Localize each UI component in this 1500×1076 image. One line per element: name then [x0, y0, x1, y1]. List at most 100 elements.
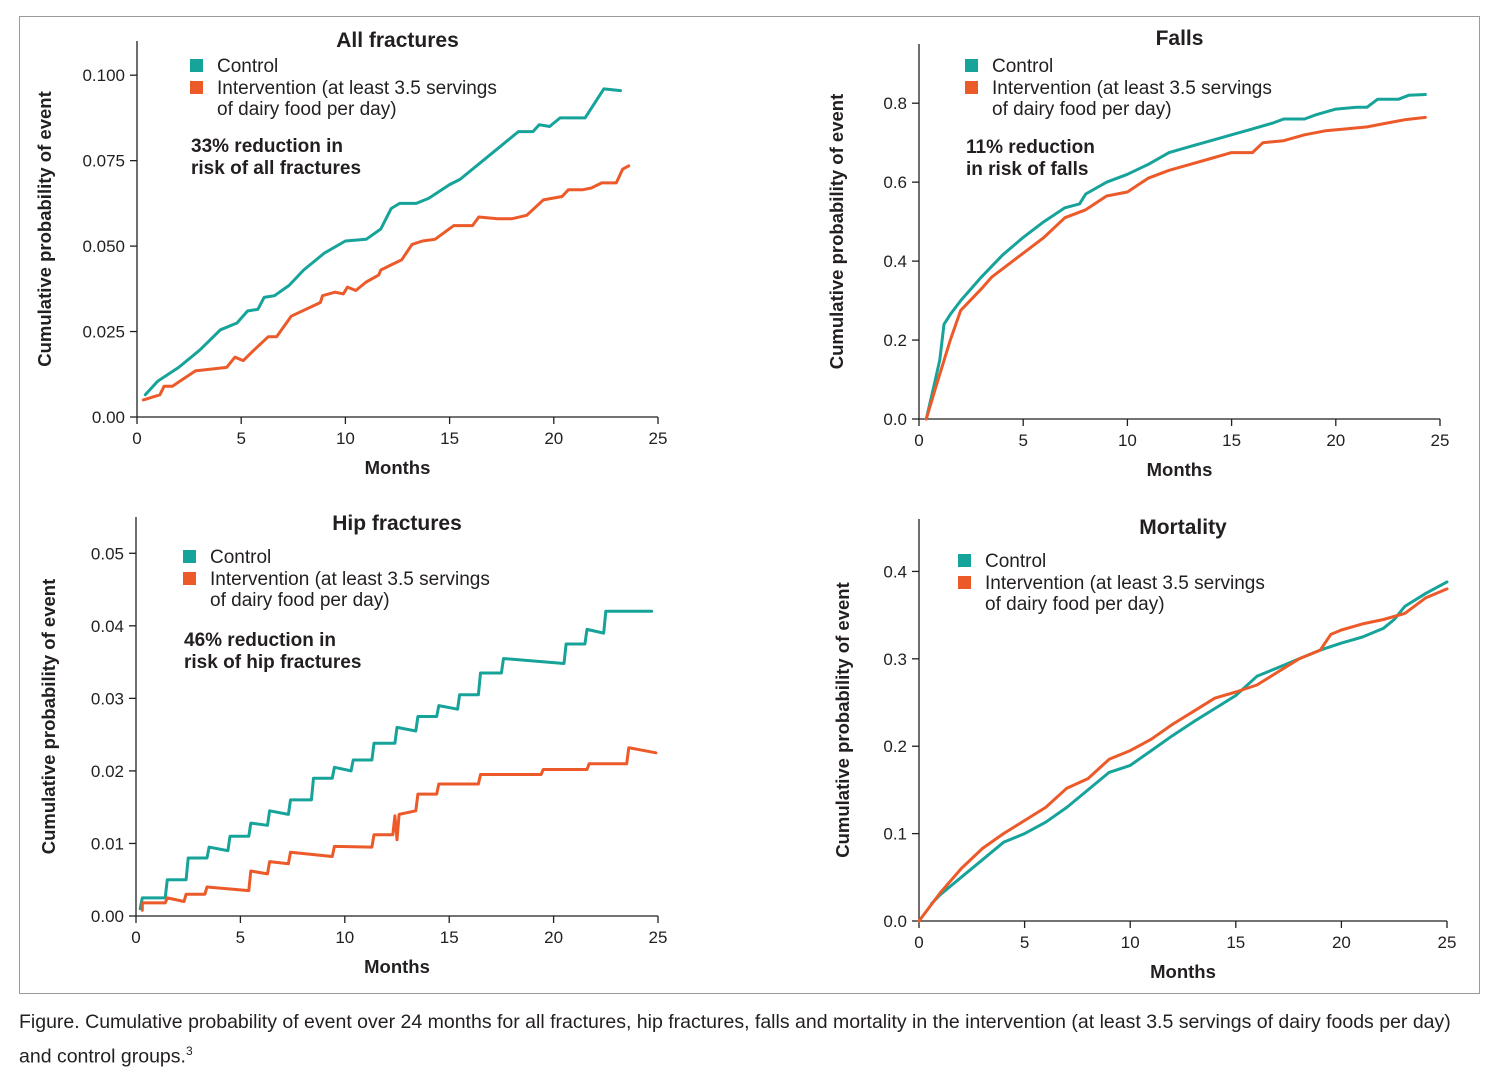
x-tick-label: 10: [1118, 431, 1137, 450]
y-tick-label: 0.00: [92, 408, 125, 427]
y-axis-label: Cumulative probability of event: [826, 94, 847, 370]
intervention-series-line: [140, 746, 658, 912]
control-series-line: [138, 609, 654, 911]
y-tick-label: 0.3: [883, 650, 907, 669]
legend-label-control: Control: [217, 56, 278, 77]
x-tick-label: 15: [440, 928, 459, 947]
x-tick-label: 25: [649, 429, 668, 448]
legend-swatch-intervention: [183, 572, 196, 585]
x-tick-label: 20: [1326, 431, 1345, 450]
x-tick-label: 0: [914, 431, 923, 450]
y-tick-label: 0.025: [82, 323, 125, 342]
risk-reduction-annotation: risk of all fractures: [191, 158, 361, 179]
control-series-line: [143, 87, 622, 397]
y-tick-label: 0.0: [883, 912, 907, 931]
hip-fractures-chart: Hip fractures 0 5 10 15 20 25 0.00 0.01 0.02 0.03 0…: [38, 512, 667, 977]
chart-title: Falls: [1156, 27, 1204, 50]
x-tick-label: 5: [236, 928, 245, 947]
y-tick-label: 0.075: [82, 152, 125, 171]
y-tick-label: 0.6: [883, 173, 907, 192]
x-tick-label: 0: [132, 429, 141, 448]
risk-reduction-annotation: in risk of falls: [966, 159, 1088, 180]
y-axis-label: Cumulative probability of event: [34, 91, 55, 367]
figure-caption: Figure. Cumulative probability of event …: [19, 1008, 1479, 1072]
legend-label-intervention-cont: of dairy food per day): [985, 594, 1165, 615]
y-tick-label: 0.1: [883, 825, 907, 844]
x-tick-label: 25: [1431, 431, 1450, 450]
caption-text: Figure. Cumulative probability of event …: [19, 1011, 1451, 1068]
legend-label-intervention-cont: of dairy food per day): [217, 99, 397, 120]
legend-swatch-control: [183, 550, 196, 563]
x-tick-label: 25: [649, 928, 668, 947]
chart-title: Hip fractures: [332, 512, 462, 535]
x-tick-label: 20: [1332, 933, 1351, 952]
control-series-line: [924, 93, 1427, 421]
y-tick-label: 0.8: [883, 94, 907, 113]
chart-title: All fractures: [336, 29, 459, 52]
legend-label-intervention: Intervention (at least 3.5 servings: [985, 573, 1265, 594]
x-tick-label: 25: [1438, 933, 1457, 952]
mortality-chart: Mortality 0 5 10 15 20 25 0.0 0.1 0.2 0.3 0.4 Months…: [832, 516, 1456, 982]
legend-swatch-intervention: [965, 81, 978, 94]
intervention-series-line: [141, 164, 631, 402]
legend-label-intervention-cont: of dairy food per day): [210, 590, 390, 611]
y-tick-label: 0.00: [91, 907, 124, 926]
y-tick-label: 0.02: [91, 762, 124, 781]
y-tick-label: 0.01: [91, 834, 124, 853]
figure-frame: [19, 16, 1480, 994]
y-tick-label: 0.2: [883, 737, 907, 756]
x-tick-label: 15: [1222, 431, 1241, 450]
legend-label-intervention: Intervention (at least 3.5 servings: [992, 78, 1272, 99]
x-tick-label: 10: [336, 429, 355, 448]
legend-swatch-intervention: [958, 576, 971, 589]
x-tick-label: 15: [1226, 933, 1245, 952]
all-fractures-chart: All fractures 0 5 10 15 20 25 0.00 0.025 0.050 0.0…: [34, 29, 667, 478]
legend-label-control: Control: [210, 547, 271, 568]
y-axis-label: Cumulative probability of event: [832, 582, 853, 858]
falls-chart: Falls 0 5 10 15 20 25 0.0 0.2 0.4 0.6 0.8 Months Cumu…: [826, 27, 1449, 480]
legend-swatch-control: [190, 59, 203, 72]
legend-swatch-control: [965, 59, 978, 72]
x-tick-label: 20: [544, 429, 563, 448]
caption-reference: 3: [185, 1044, 193, 1058]
intervention-series-line: [924, 115, 1427, 421]
chart-title: Mortality: [1139, 516, 1227, 539]
x-axis-label: Months: [365, 457, 431, 478]
legend-label-control: Control: [985, 551, 1046, 572]
y-tick-label: 0.4: [883, 562, 907, 581]
intervention-series-line: [917, 587, 1449, 923]
x-tick-label: 15: [440, 429, 459, 448]
x-tick-label: 5: [1018, 431, 1027, 450]
x-axis-label: Months: [364, 956, 430, 977]
legend-swatch-intervention: [190, 81, 203, 94]
x-tick-label: 5: [1020, 933, 1029, 952]
control-series-line: [930, 580, 1449, 905]
legend-label-intervention: Intervention (at least 3.5 servings: [210, 569, 490, 590]
risk-reduction-annotation: 46% reduction in: [184, 630, 336, 651]
y-tick-label: 0.0: [883, 410, 907, 429]
risk-reduction-annotation: 33% reduction in: [191, 136, 343, 157]
risk-reduction-annotation: 11% reduction: [966, 137, 1095, 158]
legend-label-control: Control: [992, 56, 1053, 77]
legend-swatch-control: [958, 554, 971, 567]
y-tick-label: 0.050: [82, 237, 125, 256]
x-tick-label: 5: [236, 429, 245, 448]
y-axis-label: Cumulative probability of event: [38, 579, 59, 855]
x-tick-label: 20: [544, 928, 563, 947]
x-axis-label: Months: [1147, 459, 1213, 480]
risk-reduction-annotation: risk of hip fractures: [184, 652, 361, 673]
y-tick-label: 0.04: [91, 617, 124, 636]
x-tick-label: 10: [1121, 933, 1140, 952]
x-tick-label: 0: [914, 933, 923, 952]
y-tick-label: 0.2: [883, 331, 907, 350]
y-tick-label: 0.03: [91, 689, 124, 708]
y-tick-label: 0.05: [91, 544, 124, 563]
x-tick-label: 10: [335, 928, 354, 947]
y-tick-label: 0.100: [82, 66, 125, 85]
x-axis-label: Months: [1150, 961, 1216, 982]
y-tick-label: 0.4: [883, 252, 907, 271]
legend-label-intervention: Intervention (at least 3.5 servings: [217, 78, 497, 99]
